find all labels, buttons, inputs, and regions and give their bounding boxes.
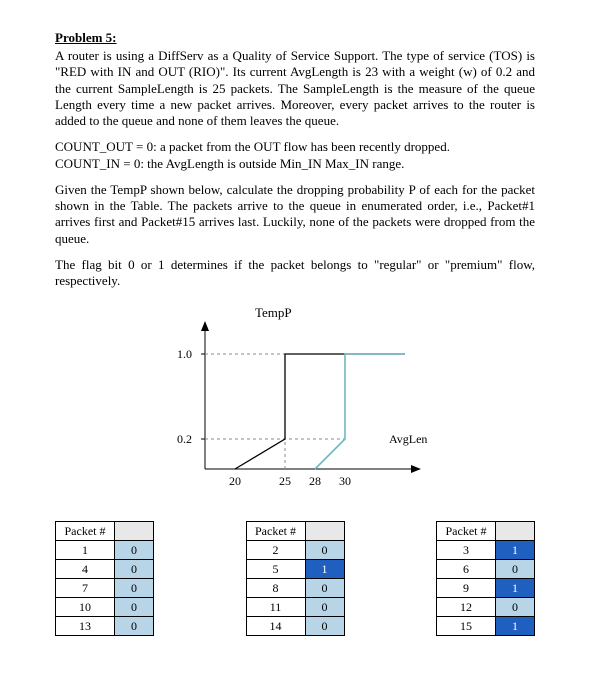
table-row-id: 3 xyxy=(437,541,496,560)
svg-text:30: 30 xyxy=(339,474,351,488)
table-row-id: 11 xyxy=(246,598,305,617)
table-row-flag: 0 xyxy=(115,579,154,598)
svg-text:28: 28 xyxy=(309,474,321,488)
table-row-id: 9 xyxy=(437,579,496,598)
table-row-id: 4 xyxy=(56,560,115,579)
table-row-id: 5 xyxy=(246,560,305,579)
table-header-flag xyxy=(115,522,154,541)
table-row-flag: 0 xyxy=(305,598,344,617)
packet-table-2: Packet #205180110140 xyxy=(246,521,345,636)
table-row-flag: 1 xyxy=(496,579,535,598)
problem-title: Problem 5: xyxy=(55,30,535,46)
paragraph-1: A router is using a DiffServ as a Qualit… xyxy=(55,48,535,129)
tempp-chart: TempP 1.0 0.2 20 25 28 30 AvgLen xyxy=(55,299,535,509)
svg-text:TempP: TempP xyxy=(255,305,292,320)
packet-table-3: Packet #316091120151 xyxy=(436,521,535,636)
svg-text:0.2: 0.2 xyxy=(177,432,192,446)
svg-text:1.0: 1.0 xyxy=(177,347,192,361)
table-row-flag: 0 xyxy=(305,541,344,560)
table-row-id: 1 xyxy=(56,541,115,560)
packet-table-1: Packet #104070100130 xyxy=(55,521,154,636)
table-row-id: 12 xyxy=(437,598,496,617)
table-header-flag xyxy=(496,522,535,541)
table-row-flag: 0 xyxy=(496,560,535,579)
table-row-id: 10 xyxy=(56,598,115,617)
table-row-flag: 0 xyxy=(115,560,154,579)
table-row-flag: 1 xyxy=(496,617,535,636)
table-header: Packet # xyxy=(437,522,496,541)
count-in-line: COUNT_IN = 0: the AvgLength is outside M… xyxy=(55,156,404,171)
table-row-flag: 0 xyxy=(115,617,154,636)
svg-text:20: 20 xyxy=(229,474,241,488)
paragraph-4: The flag bit 0 or 1 determines if the pa… xyxy=(55,257,535,290)
table-row-flag: 1 xyxy=(305,560,344,579)
paragraph-3: Given the TempP shown below, calculate t… xyxy=(55,182,535,247)
table-row-flag: 0 xyxy=(305,579,344,598)
table-header-flag xyxy=(305,522,344,541)
table-header: Packet # xyxy=(56,522,115,541)
table-row-flag: 0 xyxy=(305,617,344,636)
table-row-id: 2 xyxy=(246,541,305,560)
table-header: Packet # xyxy=(246,522,305,541)
svg-text:AvgLen: AvgLen xyxy=(389,432,427,446)
table-row-flag: 0 xyxy=(115,541,154,560)
svg-text:25: 25 xyxy=(279,474,291,488)
table-row-id: 13 xyxy=(56,617,115,636)
packet-tables: Packet #104070100130 Packet #20518011014… xyxy=(55,521,535,636)
table-row-id: 7 xyxy=(56,579,115,598)
table-row-id: 6 xyxy=(437,560,496,579)
table-row-flag: 1 xyxy=(496,541,535,560)
count-out-line: COUNT_OUT = 0: a packet from the OUT flo… xyxy=(55,139,450,154)
table-row-flag: 0 xyxy=(496,598,535,617)
table-row-id: 8 xyxy=(246,579,305,598)
table-row-id: 15 xyxy=(437,617,496,636)
table-row-id: 14 xyxy=(246,617,305,636)
table-row-flag: 0 xyxy=(115,598,154,617)
